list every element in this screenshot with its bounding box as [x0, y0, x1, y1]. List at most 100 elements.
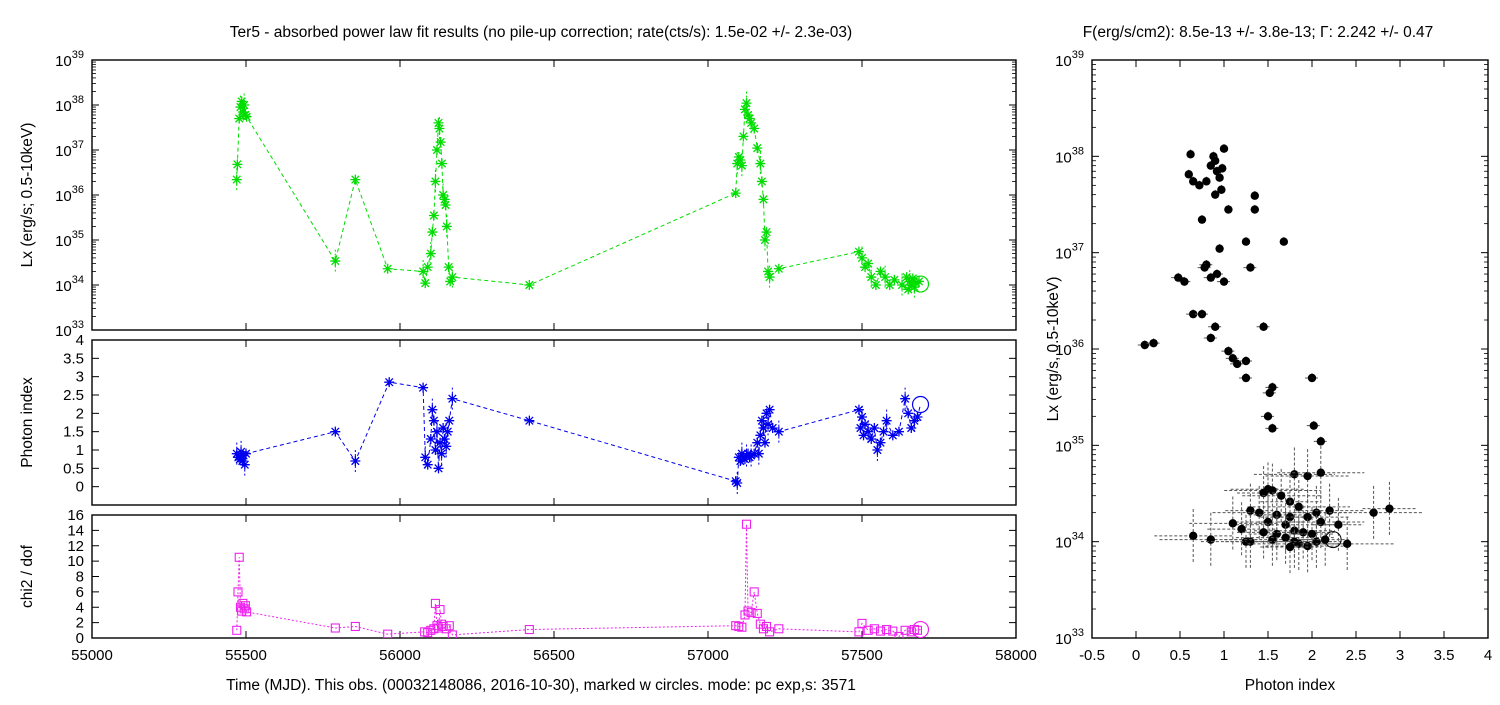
data-point — [901, 272, 912, 283]
data-point — [439, 434, 450, 444]
data-point — [435, 605, 445, 615]
data-point — [887, 430, 898, 441]
data-point — [761, 621, 772, 632]
y-tick-label: 1033 — [1055, 627, 1084, 648]
data-point — [432, 621, 442, 631]
data-point — [441, 441, 452, 452]
data-point — [1285, 512, 1295, 522]
data-point — [1246, 537, 1255, 546]
data-point — [434, 123, 445, 134]
data-point — [1211, 156, 1220, 165]
data-point — [1219, 144, 1229, 153]
data-point — [330, 426, 341, 437]
data-point — [1369, 508, 1378, 517]
x-tick-label: 57500 — [841, 647, 883, 664]
data-point — [431, 145, 442, 155]
data-point — [1189, 531, 1198, 541]
data-point — [734, 621, 744, 632]
data-point — [906, 627, 916, 637]
y-tick-label: 16 — [67, 507, 84, 524]
photon-index-vs-time-panel: 0 0.511.5 22.53 3.54 Photon index — [19, 332, 1017, 506]
data-point — [749, 587, 759, 597]
x-tick-label: -0.5 — [1079, 647, 1105, 664]
data-point — [1303, 471, 1312, 481]
data-point — [431, 426, 442, 437]
data-point — [232, 159, 243, 170]
data-point — [239, 100, 250, 110]
data-point — [330, 623, 340, 633]
data-point — [438, 423, 449, 433]
plot-area — [231, 91, 930, 299]
data-point — [1343, 539, 1352, 549]
data-point — [350, 621, 360, 632]
data-point — [767, 423, 778, 433]
series-line — [236, 381, 921, 485]
data-point — [875, 626, 886, 636]
data-point — [1200, 263, 1209, 272]
data-point — [231, 448, 242, 459]
data-point — [774, 624, 784, 634]
y-tick-label: 3.5 — [63, 350, 84, 367]
data-point — [382, 263, 393, 274]
data-point — [427, 404, 438, 415]
data-point — [863, 258, 874, 269]
data-point — [763, 266, 774, 277]
data-point — [741, 519, 752, 529]
data-point — [752, 143, 763, 154]
plot-frame — [91, 514, 1017, 639]
data-point — [741, 98, 752, 109]
data-point — [241, 448, 251, 459]
data-point — [857, 618, 867, 628]
y-tick-label: 2.5 — [63, 387, 84, 404]
y-tick-label: 14 — [67, 522, 84, 539]
data-point — [425, 434, 436, 444]
data-point — [1195, 181, 1204, 190]
plot-area — [231, 377, 930, 494]
data-point — [1202, 177, 1211, 186]
data-point — [429, 624, 439, 634]
y-tick-label: 4 — [76, 332, 84, 349]
y-tick-label: 1039 — [1055, 49, 1084, 70]
data-point — [420, 452, 431, 463]
data-point — [384, 377, 395, 388]
data-point — [746, 450, 757, 461]
data-point — [1250, 191, 1260, 200]
data-point — [1309, 421, 1318, 430]
data-point — [524, 415, 535, 426]
data-point — [1149, 338, 1158, 348]
y-tick-label: 1038 — [1055, 145, 1084, 166]
data-point — [909, 282, 920, 293]
data-point — [1215, 173, 1224, 182]
data-point — [893, 426, 904, 437]
data-point — [383, 629, 393, 638]
y-tick-label: 6 — [76, 584, 84, 601]
data-point — [863, 426, 874, 437]
data-point — [731, 621, 741, 631]
data-point — [1268, 424, 1277, 433]
data-point — [743, 448, 754, 459]
data-point — [1255, 508, 1264, 517]
data-point — [758, 624, 768, 634]
data-point — [1212, 269, 1222, 279]
data-point — [428, 210, 439, 221]
y-tick-label: 1036 — [55, 184, 84, 205]
data-point — [1334, 520, 1343, 529]
x-tick-label: 1.5 — [1258, 647, 1279, 664]
data-point — [906, 280, 917, 290]
data-point — [1197, 215, 1207, 224]
right-figure-title: F(erg/s/cm2): 8.5e-13 +/- 3.8e-13; Γ: 2.… — [1083, 24, 1434, 41]
data-point — [773, 263, 784, 274]
y-axis-label: Lx (erg/s; 0.5-10keV) — [19, 123, 36, 268]
data-point — [758, 194, 769, 205]
data-point — [749, 123, 760, 134]
x-tick-label: 56500 — [533, 647, 575, 664]
data-point — [233, 587, 243, 597]
y-tick-label: 10 — [67, 553, 84, 570]
data-point — [524, 280, 535, 290]
data-point — [1303, 541, 1312, 551]
y-tick-label: 1035 — [55, 229, 84, 250]
data-point — [447, 272, 458, 283]
data-point — [430, 598, 440, 608]
series-line — [236, 524, 921, 638]
